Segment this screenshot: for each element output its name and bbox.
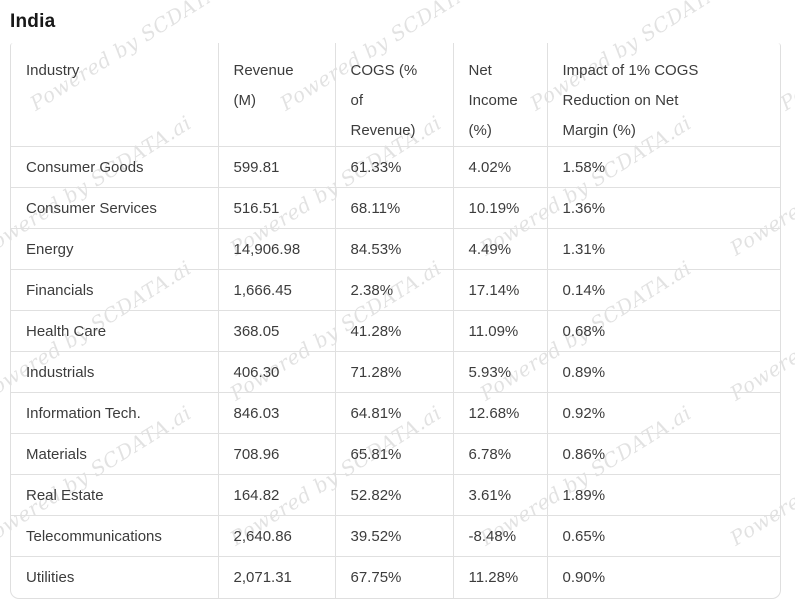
value-cell: 4.02% [452, 146, 547, 188]
value-cell: 0.65% [546, 515, 780, 557]
value-cell: 12.68% [452, 392, 547, 434]
value-cell: 17.14% [452, 269, 547, 311]
table-row: Energy 14,906.98 84.53% 4.49% 1.31% [11, 228, 780, 270]
row-label-cell: Consumer Goods [11, 146, 218, 188]
table-row: Utilities 2,071.31 67.75% 11.28% 0.90% [11, 556, 780, 598]
row-label-cell: Real Estate [11, 474, 218, 516]
value-cell: 11.09% [452, 310, 547, 352]
value-cell: 1.58% [546, 146, 780, 188]
table-row: Real Estate 164.82 52.82% 3.61% 1.89% [11, 474, 780, 516]
row-label-cell: Information Tech. [11, 392, 218, 434]
data-table-container: Industry Revenue (M) COGS (% of Revenue)… [10, 43, 781, 599]
row-label-cell: Energy [11, 228, 218, 270]
value-cell: 2,640.86 [217, 515, 335, 557]
table-row: Financials 1,666.45 2.38% 17.14% 0.14% [11, 269, 780, 311]
value-cell: 4.49% [452, 228, 547, 270]
value-cell: 3.61% [452, 474, 547, 516]
column-header-label: Net Income (%) [468, 62, 518, 139]
data-table: Industry Revenue (M) COGS (% of Revenue)… [11, 43, 780, 598]
table-row: Consumer Goods 599.81 61.33% 4.02% 1.58% [11, 146, 780, 188]
value-cell: 164.82 [217, 474, 335, 516]
column-header-label: Impact of 1% COGS Reduction on Net Margi… [562, 62, 699, 139]
column-header-label: COGS (% of Revenue) [350, 62, 418, 139]
value-cell: 2,071.31 [217, 556, 335, 598]
column-header-revenue: Revenue (M) [217, 43, 335, 147]
value-cell: 0.90% [546, 556, 780, 598]
value-cell: 52.82% [334, 474, 453, 516]
row-label-cell: Consumer Services [11, 187, 218, 229]
table-header-row: Industry Revenue (M) COGS (% of Revenue)… [11, 43, 780, 147]
value-cell: 6.78% [452, 433, 547, 475]
column-header-cogs: COGS (% of Revenue) [334, 43, 453, 147]
column-header-industry: Industry [11, 43, 218, 147]
row-label-cell: Industrials [11, 351, 218, 393]
value-cell: 1.36% [546, 187, 780, 229]
table-row: Telecommunications 2,640.86 39.52% -8.48% 0.… [11, 515, 780, 557]
value-cell: 1.31% [546, 228, 780, 270]
value-cell: 41.28% [334, 310, 453, 352]
table-row: Industrials 406.30 71.28% 5.93% 0.89% [11, 351, 780, 393]
table-row: Health Care 368.05 41.28% 11.09% 0.68% [11, 310, 780, 352]
value-cell: 84.53% [334, 228, 453, 270]
value-cell: 516.51 [217, 187, 335, 229]
value-cell: 0.86% [546, 433, 780, 475]
value-cell: 71.28% [334, 351, 453, 393]
value-cell: 5.93% [452, 351, 547, 393]
value-cell: 65.81% [334, 433, 453, 475]
value-cell: 68.11% [334, 187, 453, 229]
value-cell: 1,666.45 [217, 269, 335, 311]
value-cell: 846.03 [217, 392, 335, 434]
value-cell: 1.89% [546, 474, 780, 516]
value-cell: 0.68% [546, 310, 780, 352]
row-label-cell: Telecommunications [11, 515, 218, 557]
value-cell: 406.30 [217, 351, 335, 393]
value-cell: 0.14% [546, 269, 780, 311]
value-cell: 0.92% [546, 392, 780, 434]
row-label-cell: Utilities [11, 556, 218, 598]
table-row: Information Tech. 846.03 64.81% 12.68% 0.92% [11, 392, 780, 434]
value-cell: 14,906.98 [217, 228, 335, 270]
column-header-net-income: Net Income (%) [452, 43, 547, 147]
value-cell: 61.33% [334, 146, 453, 188]
value-cell: 2.38% [334, 269, 453, 311]
value-cell: 11.28% [452, 556, 547, 598]
value-cell: 10.19% [452, 187, 547, 229]
row-label-cell: Financials [11, 269, 218, 311]
row-label-cell: Materials [11, 433, 218, 475]
value-cell: -8.48% [452, 515, 547, 557]
value-cell: 599.81 [217, 146, 335, 188]
page-title: India [10, 11, 56, 32]
value-cell: 67.75% [334, 556, 453, 598]
table-body: Consumer Goods 599.81 61.33% 4.02% 1.58% Cons… [11, 146, 780, 598]
value-cell: 708.96 [217, 433, 335, 475]
value-cell: 0.89% [546, 351, 780, 393]
value-cell: 39.52% [334, 515, 453, 557]
column-header-impact: Impact of 1% COGS Reduction on Net Margi… [546, 43, 780, 147]
value-cell: 368.05 [217, 310, 335, 352]
row-label-cell: Health Care [11, 310, 218, 352]
value-cell: 64.81% [334, 392, 453, 434]
table-row: Materials 708.96 65.81% 6.78% 0.86% [11, 433, 780, 475]
column-header-label: Industry [26, 62, 80, 79]
column-header-label: Revenue (M) [233, 62, 294, 109]
table-row: Consumer Services 516.51 68.11% 10.19% 1.36% [11, 187, 780, 229]
